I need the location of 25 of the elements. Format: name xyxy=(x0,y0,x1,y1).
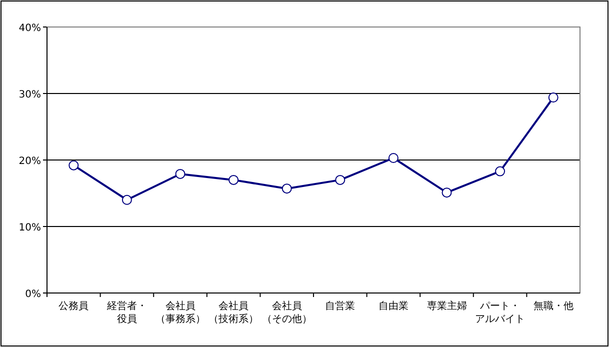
point xyxy=(548,92,558,102)
point xyxy=(122,194,132,205)
x-tick-label: 経営者・役員 xyxy=(106,300,147,325)
y-tick-label: 0% xyxy=(25,289,41,300)
y-tick-label: 30% xyxy=(18,90,41,100)
y-tick-label: 10% xyxy=(18,222,41,234)
x-tick-label: 会社員（その他） xyxy=(262,300,312,325)
point xyxy=(175,168,186,179)
point xyxy=(388,153,398,164)
x-tick-label: 自営業 xyxy=(325,300,356,312)
x-tick-label: 無職・他 xyxy=(533,300,574,312)
point xyxy=(282,184,292,194)
x-tick-label: パート・アルバイト xyxy=(475,301,526,325)
x-tick-label: 会社員（事務系） xyxy=(155,300,206,325)
point xyxy=(442,188,452,198)
x-tick-label: 公務員 xyxy=(58,300,89,312)
y-tick-label: 20% xyxy=(18,156,41,167)
point xyxy=(228,174,239,185)
x-tick-label: 自由業 xyxy=(378,300,408,312)
x-tick-label: 会社員（技術系） xyxy=(208,300,259,325)
y-tick-label: 40% xyxy=(18,23,41,34)
x-tick-label: 専業主婦 xyxy=(426,300,467,312)
point xyxy=(495,166,506,176)
point xyxy=(335,174,346,185)
point xyxy=(68,160,79,170)
